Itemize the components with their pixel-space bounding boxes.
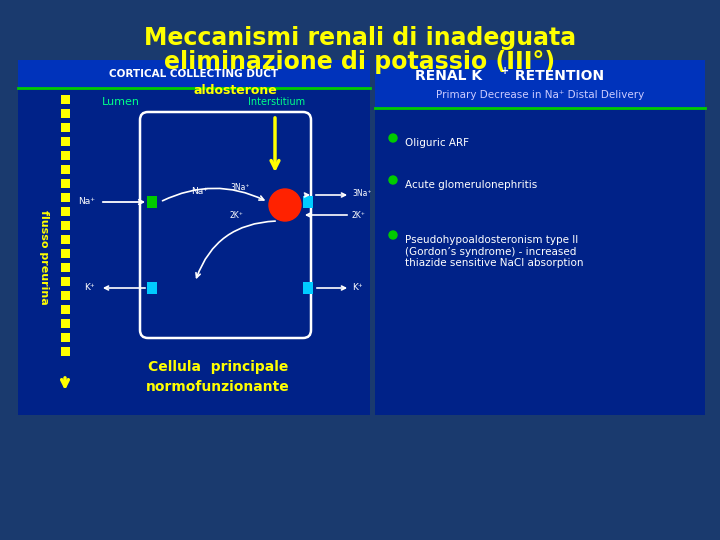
Text: RETENTION: RETENTION — [510, 69, 604, 83]
Circle shape — [269, 189, 301, 221]
Bar — [60, 207, 70, 216]
Text: CORTICAL COLLECTING DUCT: CORTICAL COLLECTING DUCT — [109, 69, 279, 79]
Text: Primary Decrease in Na⁺ Distal Delivery: Primary Decrease in Na⁺ Distal Delivery — [436, 90, 644, 100]
Bar — [147, 196, 157, 208]
Text: Pseudohypoaldosteronism type II
(Gordon’s syndrome) - increased
thiazide sensiti: Pseudohypoaldosteronism type II (Gordon’… — [405, 235, 583, 268]
Circle shape — [389, 176, 397, 184]
FancyArrowPatch shape — [196, 221, 275, 278]
Text: Meccanismi renali di inadeguata: Meccanismi renali di inadeguata — [144, 26, 576, 50]
Text: Acute glomerulonephritis: Acute glomerulonephritis — [405, 180, 537, 190]
Bar — [375, 60, 705, 108]
Bar — [303, 282, 313, 294]
Text: +: + — [501, 66, 509, 76]
Bar — [303, 196, 313, 208]
Text: K⁺: K⁺ — [352, 284, 363, 293]
Text: 2K⁺: 2K⁺ — [352, 211, 366, 219]
Text: 2K⁺: 2K⁺ — [230, 211, 244, 219]
Bar — [18, 60, 370, 415]
Bar — [60, 333, 70, 342]
Bar — [60, 193, 70, 202]
Bar — [60, 109, 70, 118]
Bar — [60, 347, 70, 356]
Bar — [60, 305, 70, 314]
Text: Oliguric ARF: Oliguric ARF — [405, 138, 469, 148]
Bar — [60, 95, 70, 104]
Text: flusso preurina: flusso preurina — [39, 210, 49, 305]
Bar — [18, 60, 370, 88]
Text: aldosterone: aldosterone — [193, 84, 277, 97]
Text: normofunzionante: normofunzionante — [146, 380, 290, 394]
Bar — [60, 249, 70, 258]
Text: K⁺: K⁺ — [84, 284, 95, 293]
Bar — [60, 137, 70, 146]
Text: Lumen: Lumen — [102, 97, 140, 107]
Text: Interstitium: Interstitium — [248, 97, 305, 107]
Text: Na⁺: Na⁺ — [78, 198, 95, 206]
Bar — [60, 291, 70, 300]
Bar — [60, 151, 70, 160]
Bar — [60, 235, 70, 244]
Text: 3Na⁺: 3Na⁺ — [230, 184, 250, 192]
Bar — [375, 60, 705, 415]
Circle shape — [389, 231, 397, 239]
Text: Cellula  principale: Cellula principale — [148, 360, 288, 374]
Text: eliminazione di potassio (III°): eliminazione di potassio (III°) — [164, 50, 556, 74]
Text: Na⁺: Na⁺ — [192, 187, 209, 197]
Circle shape — [389, 134, 397, 142]
Bar — [60, 221, 70, 230]
Bar — [60, 179, 70, 188]
Bar — [60, 277, 70, 286]
Text: RENAL K: RENAL K — [415, 69, 482, 83]
Bar — [60, 263, 70, 272]
Bar — [147, 282, 157, 294]
Bar — [60, 123, 70, 132]
Text: 3Na⁺: 3Na⁺ — [352, 188, 372, 198]
Bar — [60, 165, 70, 174]
Bar — [60, 319, 70, 328]
